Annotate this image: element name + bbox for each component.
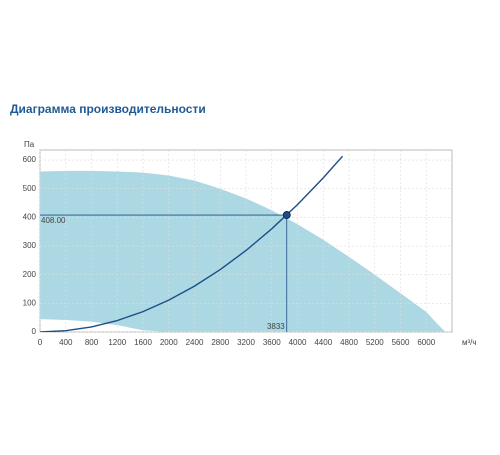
system-curve xyxy=(40,155,344,332)
x-tick-label: 0 xyxy=(38,338,43,347)
x-tick-label: 2800 xyxy=(211,338,229,347)
x-tick-label: 4000 xyxy=(289,338,307,347)
operating-point xyxy=(282,211,291,220)
x-tick-label: 5200 xyxy=(366,338,384,347)
y-tick-label: 100 xyxy=(23,298,37,307)
x-tick-label: 800 xyxy=(85,338,99,347)
performance-area xyxy=(40,170,446,332)
y-tick-label: 0 xyxy=(32,327,37,336)
y-tick-label: 600 xyxy=(23,155,37,164)
x-axis-label: м³/ч xyxy=(462,338,477,347)
y-tick-label: 300 xyxy=(23,241,37,250)
x-tick-label: 4400 xyxy=(314,338,332,347)
x-tick-label: 3600 xyxy=(263,338,281,347)
x-tick-label: 4800 xyxy=(340,338,358,347)
x-tick-label: 1600 xyxy=(134,338,152,347)
y-tick-label: 500 xyxy=(23,184,37,193)
x-tick-label: 2000 xyxy=(160,338,178,347)
x-tick-label: 400 xyxy=(59,338,73,347)
point-x-label: 3833 xyxy=(267,322,285,331)
x-tick-label: 1200 xyxy=(108,338,126,347)
x-tick-label: 6000 xyxy=(417,338,435,347)
x-tick-label: 2400 xyxy=(186,338,204,347)
y-tick-label: 200 xyxy=(23,270,37,279)
x-tick-label: 3200 xyxy=(237,338,255,347)
chart-title: Диаграмма производительности xyxy=(10,102,206,116)
y-tick-label: 400 xyxy=(23,212,37,221)
y-axis-label: Па xyxy=(24,140,35,149)
point-y-label: 408.00 xyxy=(41,216,66,225)
x-tick-label: 5600 xyxy=(392,338,410,347)
